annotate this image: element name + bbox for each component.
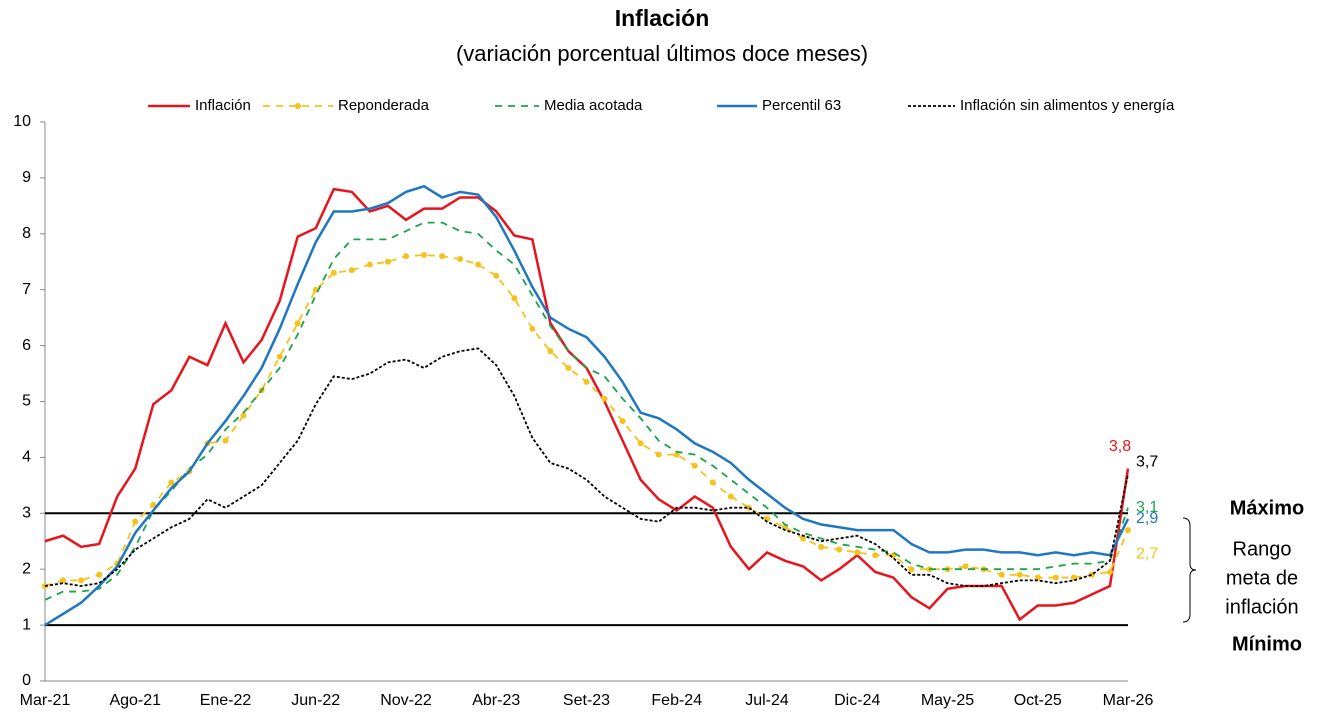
point	[475, 261, 482, 268]
point	[583, 378, 590, 385]
point	[800, 535, 807, 542]
y-tick-label: 6	[22, 337, 31, 354]
chart-subtitle: (variación porcentual últimos doce meses…	[456, 41, 868, 66]
legend-label: Reponderada	[338, 97, 430, 114]
band-label: inflación	[1225, 596, 1298, 618]
x-tick-label: Abr-23	[472, 692, 520, 709]
chart-title: Inflación	[615, 5, 710, 31]
min-label: Mínimo	[1232, 633, 1302, 655]
y-tick-label: 8	[22, 225, 31, 242]
point	[439, 253, 446, 260]
series-line	[44, 254, 1129, 587]
point	[547, 348, 554, 355]
y-tick-label: 7	[22, 281, 31, 298]
x-tick-label: Jun-22	[291, 692, 340, 709]
point	[655, 451, 662, 458]
value-label: 3,8	[1109, 438, 1131, 455]
point	[60, 577, 67, 584]
point	[727, 493, 734, 500]
point	[511, 295, 518, 302]
x-tick-label: May-25	[921, 692, 974, 709]
value-label: 2,9	[1136, 510, 1158, 527]
point	[1034, 574, 1041, 581]
legend-marker	[295, 103, 301, 109]
point	[78, 577, 85, 584]
x-tick-label: Mar-26	[1103, 692, 1154, 709]
point	[276, 353, 283, 360]
value-label: 2,7	[1136, 545, 1158, 562]
x-tick-label: Dic-24	[834, 692, 880, 709]
y-tick-label: 5	[22, 393, 31, 410]
value-label: 3,1	[1136, 499, 1158, 516]
legend-label: Percentil 63	[762, 97, 841, 114]
point	[1125, 527, 1131, 534]
x-tick-label: Oct-25	[1014, 692, 1062, 709]
point	[421, 252, 428, 259]
point	[493, 272, 500, 279]
point	[294, 320, 301, 327]
point	[96, 571, 103, 578]
point	[691, 462, 698, 469]
series-line	[44, 221, 1129, 601]
point	[457, 255, 464, 262]
point	[565, 364, 572, 371]
point	[619, 418, 626, 425]
y-tick-label: 2	[22, 560, 31, 577]
point	[1016, 571, 1023, 578]
point	[908, 566, 915, 573]
band-label: meta de	[1226, 567, 1298, 589]
point	[854, 549, 861, 556]
point	[150, 501, 157, 508]
point	[222, 437, 229, 444]
legend-label: Inflación	[195, 97, 251, 114]
point	[673, 451, 680, 458]
point	[384, 258, 391, 265]
point	[601, 395, 608, 402]
x-tick-label: Mar-21	[20, 692, 71, 709]
y-tick-label: 1	[22, 616, 31, 633]
point	[403, 253, 409, 260]
point	[330, 269, 337, 276]
y-tick-label: 4	[22, 449, 31, 466]
legend-label: Inflación sin alimentos y energía	[960, 97, 1175, 114]
point	[240, 412, 247, 419]
max-label: Máximo	[1230, 498, 1304, 520]
y-tick-label: 0	[22, 672, 31, 689]
point	[872, 552, 879, 559]
bracket	[1182, 517, 1197, 623]
point	[132, 518, 139, 525]
x-tick-label: Set-23	[563, 692, 610, 709]
point	[168, 479, 175, 486]
point	[1106, 568, 1113, 575]
y-tick-label: 10	[13, 113, 31, 130]
x-tick-label: Ene-22	[200, 692, 252, 709]
point	[366, 261, 373, 268]
band-label: Rango	[1233, 538, 1292, 560]
point	[1052, 574, 1059, 581]
point	[998, 571, 1005, 578]
value-label: 3,7	[1136, 453, 1158, 470]
series-line	[44, 347, 1129, 587]
x-tick-label: Ago-21	[109, 692, 161, 709]
point	[348, 267, 355, 274]
point	[818, 543, 825, 550]
point	[637, 440, 644, 447]
y-tick-label: 3	[22, 505, 31, 522]
point	[962, 563, 969, 570]
series-line	[44, 187, 1130, 622]
point	[529, 325, 536, 332]
x-tick-label: Feb-24	[651, 692, 702, 709]
series-line	[44, 184, 1130, 627]
legend-label: Media acotada	[544, 97, 643, 114]
x-tick-label: Jul-24	[745, 692, 789, 709]
point	[709, 479, 716, 486]
point	[836, 546, 843, 553]
x-tick-label: Nov-22	[380, 692, 432, 709]
y-tick-label: 9	[22, 169, 31, 186]
